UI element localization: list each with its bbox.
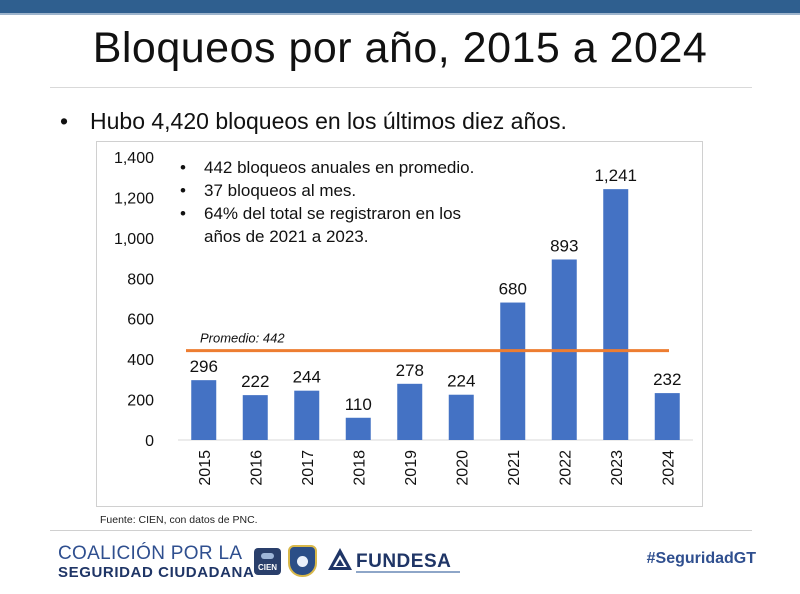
bar — [448, 394, 474, 440]
bar-chart: 0 200 400 600 800 1,000 1,200 1,400 296 2015 222 20… — [114, 150, 693, 486]
x-tick-label: 2016 — [248, 450, 265, 486]
data-label: 296 — [190, 357, 218, 376]
data-label: 1,241 — [594, 166, 637, 185]
data-label: 244 — [293, 368, 321, 387]
x-tick-label: 2015 — [197, 450, 214, 486]
title-divider — [50, 87, 752, 88]
x-tick-label: 2017 — [300, 450, 317, 486]
x-tick-label: 2019 — [403, 450, 420, 486]
bar — [603, 189, 629, 440]
note-item: • 64% del total se registraron en los — [180, 202, 474, 225]
bar — [654, 393, 680, 440]
source-note: Fuente: CIEN, con datos de PNC. — [100, 514, 258, 526]
data-label: 680 — [499, 280, 527, 299]
y-tick-label: 600 — [127, 312, 154, 329]
chart-notes: • 442 bloqueos anuales en promedio. • 37 b… — [180, 156, 474, 248]
y-tick-label: 1,000 — [114, 231, 154, 248]
cien-logo: CIEN — [254, 548, 281, 575]
main-bullet: • Hubo 4,420 bloqueos en los últimos diez… — [60, 108, 567, 135]
note-item-continued: años de 2021 a 2023. — [180, 225, 474, 248]
main-bullet-text: Hubo 4,420 bloqueos en los últimos diez … — [90, 108, 567, 134]
fundesa-logo-tagline — [356, 571, 460, 573]
x-tick-label: 2024 — [660, 450, 677, 486]
data-label: 893 — [550, 236, 578, 255]
note-text: 64% del total se registraron en los — [204, 204, 462, 223]
note-item: • 37 bloqueos al mes. — [180, 179, 474, 202]
footer-divider — [50, 530, 752, 531]
x-tick-label: 2023 — [609, 450, 626, 486]
note-text: años de 2021 a 2023. — [204, 227, 369, 246]
bar — [397, 383, 423, 440]
bar — [500, 302, 526, 440]
average-label: Promedio: 442 — [200, 331, 285, 346]
slide-title: Bloqueos por año, 2015 a 2024 — [92, 24, 708, 72]
brand-line-1: COALICIÓN POR LA — [58, 543, 243, 564]
police-badge-logo — [288, 545, 317, 577]
y-tick-label: 400 — [127, 352, 154, 369]
bar — [191, 380, 217, 440]
x-tick-label: 2020 — [454, 450, 471, 486]
bullet-symbol: • — [60, 108, 69, 134]
y-tick-label: 1,400 — [114, 150, 154, 167]
brand-line-2: SEGURIDAD CIUDADANA — [58, 564, 255, 581]
note-item: • 442 bloqueos anuales en promedio. — [180, 156, 474, 179]
y-tick-label: 1,200 — [114, 190, 154, 207]
x-tick-label: 2021 — [506, 450, 523, 486]
header-bar — [0, 0, 800, 13]
data-label: 222 — [241, 372, 269, 391]
coalicion-logo: COALICIÓN POR LA SEGURIDAD CIUDADANA — [58, 544, 254, 580]
note-text: 37 bloqueos al mes. — [204, 181, 357, 200]
note-bullet: • — [180, 181, 186, 200]
y-tick-label: 200 — [127, 393, 154, 410]
x-tick-label: 2018 — [351, 450, 368, 486]
fundesa-logo-text: FUNDESA — [356, 551, 452, 572]
bar — [294, 390, 320, 440]
bar — [242, 395, 268, 440]
note-bullet: • — [180, 158, 186, 177]
note-text: 442 bloqueos anuales en promedio. — [204, 158, 475, 177]
data-label: 278 — [396, 361, 424, 380]
x-tick-label: 2022 — [557, 450, 574, 486]
bar — [345, 417, 371, 440]
y-tick-label: 800 — [127, 271, 154, 288]
chart-frame — [96, 141, 703, 507]
y-tick-label: 0 — [145, 433, 154, 450]
hashtag: #SeguridadGT — [646, 550, 756, 567]
data-label: 110 — [345, 395, 372, 414]
data-label: 224 — [447, 372, 475, 391]
cien-logo-text: CIEN — [257, 563, 278, 572]
header-bar-accent — [0, 13, 800, 15]
fundesa-logo-icon — [328, 548, 352, 570]
data-label: 232 — [653, 370, 681, 389]
note-bullet: • — [180, 204, 186, 223]
